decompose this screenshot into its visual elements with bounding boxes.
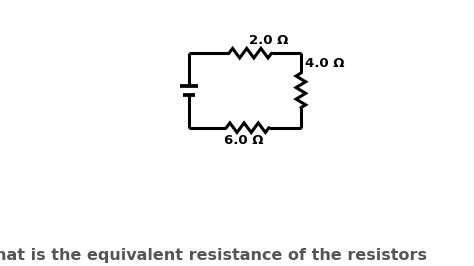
Text: 4.0 Ω: 4.0 Ω bbox=[305, 57, 344, 70]
Text: hat is the equivalent resistance of the resistors: hat is the equivalent resistance of the … bbox=[0, 248, 427, 263]
Text: 6.0 Ω: 6.0 Ω bbox=[224, 134, 263, 147]
Text: 2.0 Ω: 2.0 Ω bbox=[249, 34, 288, 47]
